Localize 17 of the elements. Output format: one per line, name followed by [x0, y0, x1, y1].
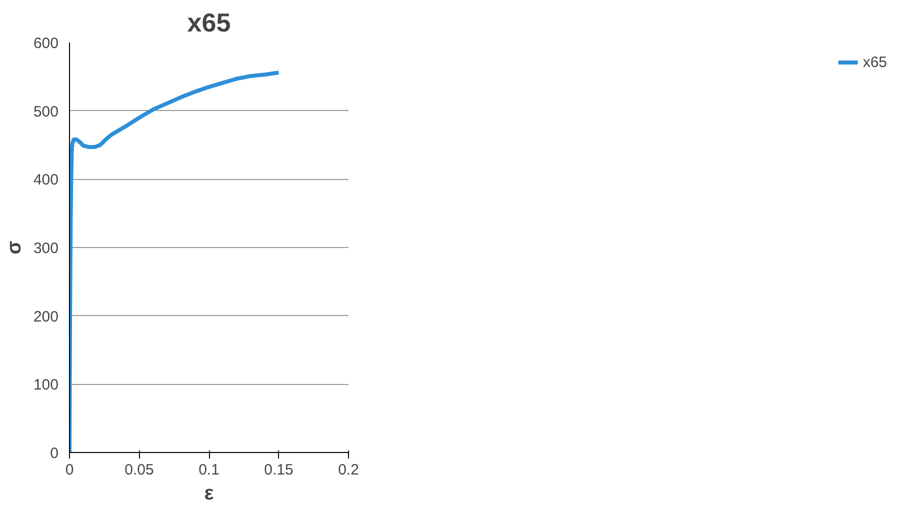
- line-series: [70, 70, 281, 452]
- y-tick-label: 200: [33, 308, 59, 326]
- y-tick-label: 0: [50, 445, 58, 462]
- y-tick-label: 100: [33, 376, 59, 394]
- x-tick-label: 0.05: [124, 462, 154, 478]
- x-tick-label: 0: [65, 462, 74, 478]
- x-tick-label: 0.15: [264, 462, 294, 478]
- y-tick-label: 300: [33, 240, 59, 257]
- y-tick-label: 400: [33, 172, 59, 189]
- chart-title: x65: [187, 8, 231, 38]
- x-axis-title: ε: [204, 482, 214, 504]
- y-axis-title: σ: [3, 240, 26, 254]
- y-tick-label: 600: [33, 35, 59, 52]
- x-tick-label: 0.1: [198, 462, 220, 478]
- y-tick-label: 500: [33, 103, 59, 120]
- x-tick-label: 0.2: [338, 462, 359, 478]
- legend-label: x65: [862, 54, 887, 70]
